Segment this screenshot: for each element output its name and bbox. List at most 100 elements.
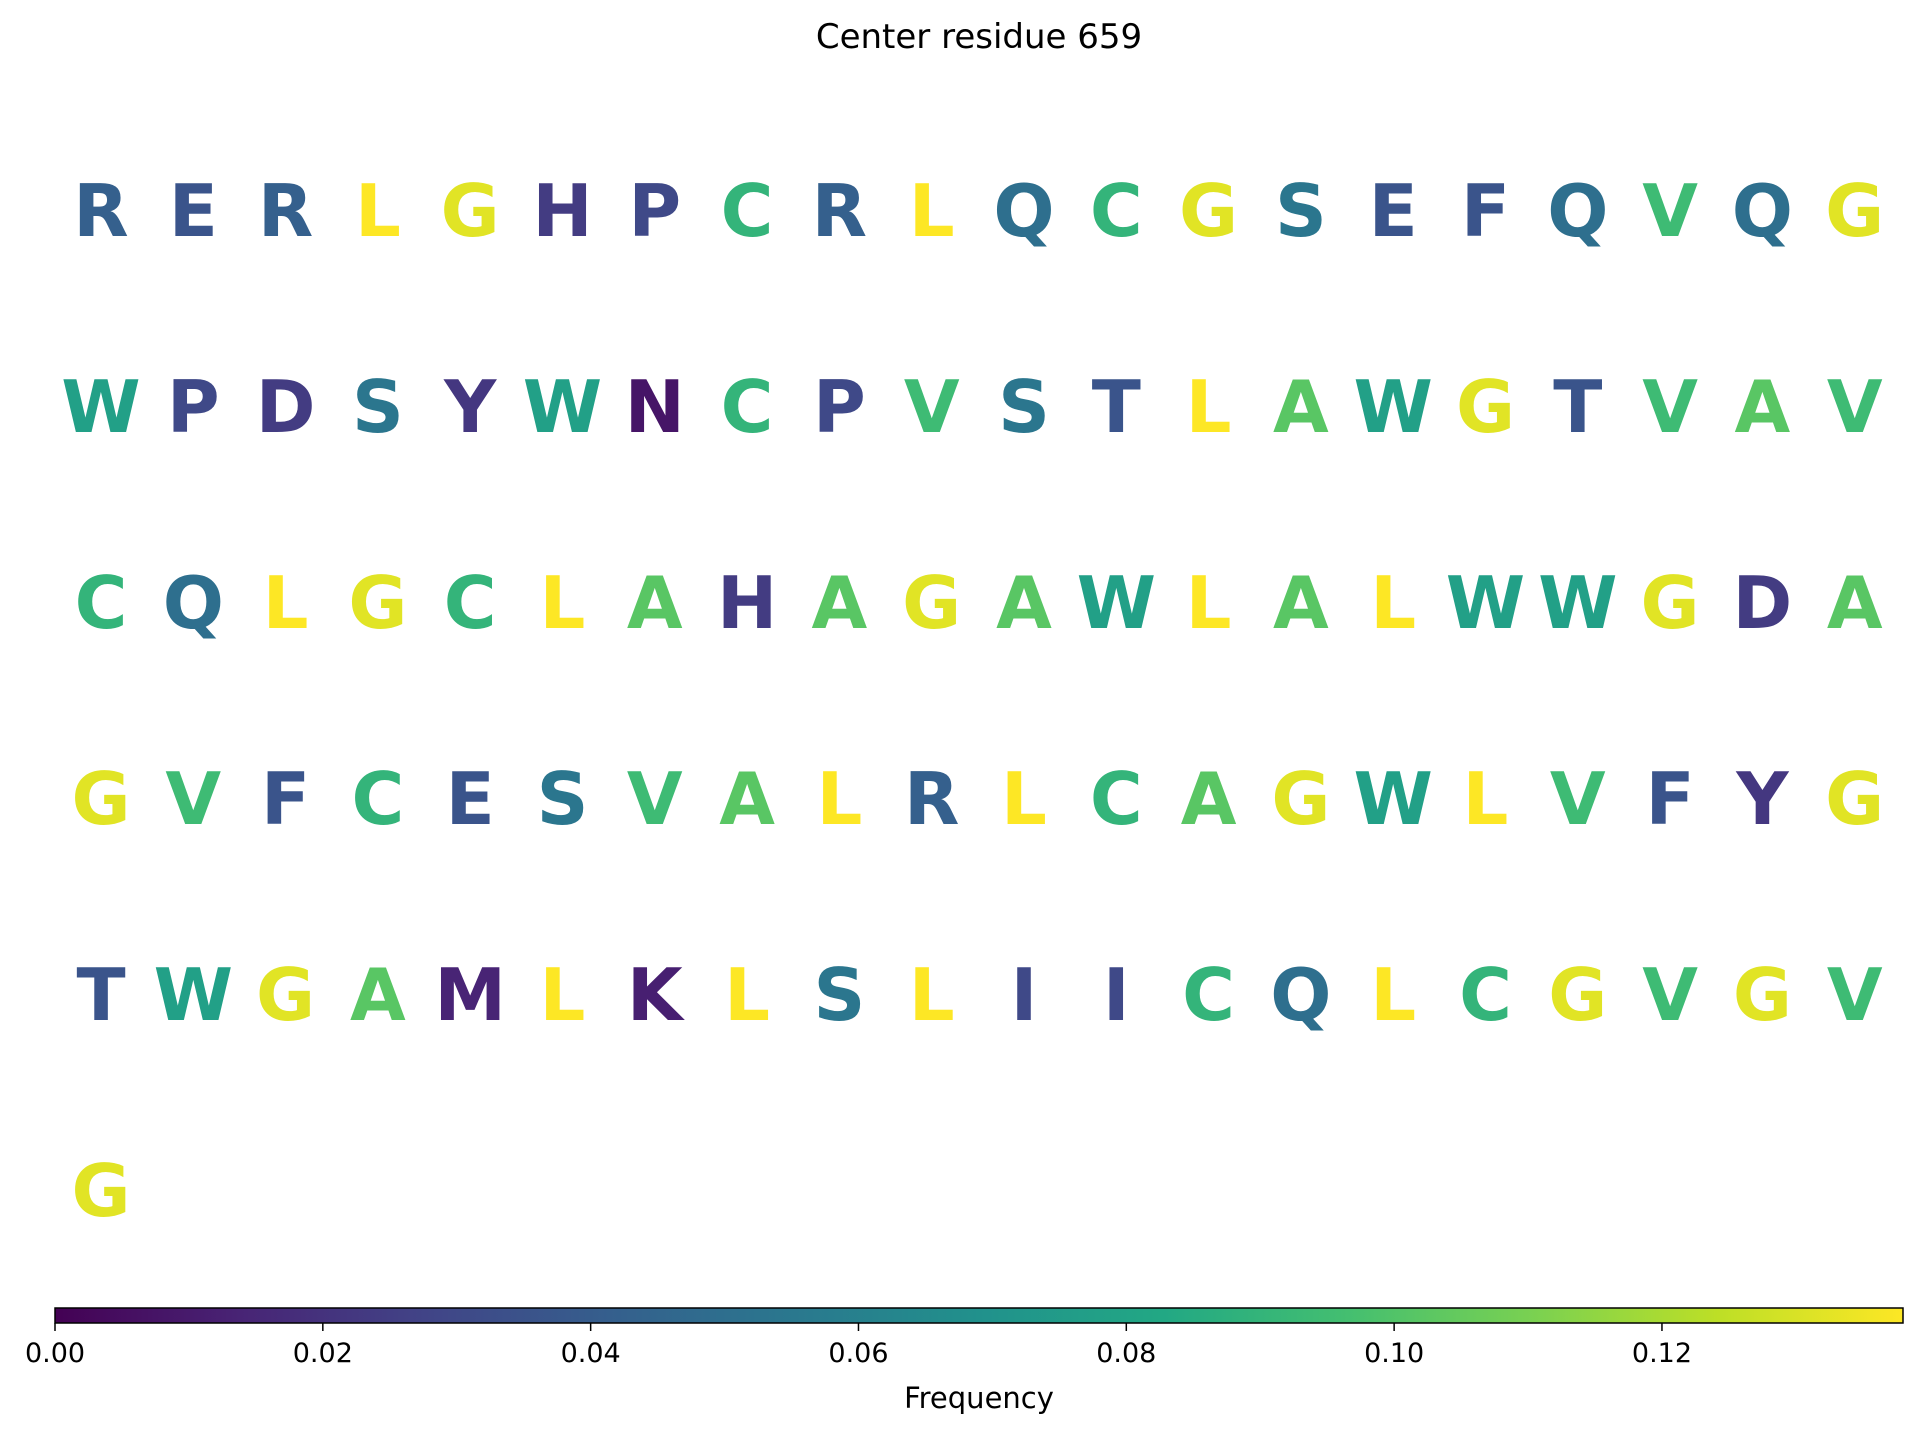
residue-letter: G: [902, 561, 961, 645]
colorbar-tick-label: 0.00: [25, 1338, 85, 1369]
residue-letter: A: [1181, 757, 1237, 841]
residue-letter: H: [717, 561, 777, 645]
residue-letter: P: [628, 169, 681, 253]
residue-letter: H: [532, 169, 592, 253]
residue-letter: G: [1733, 953, 1792, 1037]
residue-letter: C: [1459, 953, 1512, 1037]
residue-letter: G: [71, 757, 130, 841]
residue-letter: Q: [1732, 169, 1793, 253]
residue-letter: V: [1550, 757, 1606, 841]
residue-letter: Q: [163, 561, 224, 645]
residue-letter: S: [537, 757, 589, 841]
residue-letter: K: [627, 953, 685, 1037]
residue-letter: T: [1092, 365, 1141, 449]
residue-letter: R: [812, 169, 867, 253]
colorbar-tick-label: 0.04: [561, 1338, 621, 1369]
residue-letter: V: [904, 365, 960, 449]
residue-letter: L: [909, 169, 955, 253]
residue-letter: Q: [1270, 953, 1331, 1037]
residue-letter: L: [1370, 561, 1416, 645]
residue-letter: A: [719, 757, 775, 841]
residue-letter: P: [167, 365, 220, 449]
residue-letter: S: [352, 365, 404, 449]
residue-letter: V: [1827, 365, 1883, 449]
residue-letter: Q: [993, 169, 1054, 253]
residue-letter: M: [434, 953, 506, 1037]
residue-letter: F: [261, 757, 310, 841]
residue-letter: W: [1353, 757, 1432, 841]
residue-letter: G: [1641, 561, 1700, 645]
residue-letter: L: [816, 757, 862, 841]
residue-letter: G: [1548, 953, 1607, 1037]
colorbar-ticks: 0.00 0.02 0.04 0.06 0.08 0.10 0.12: [25, 1323, 1692, 1369]
residue-letter: W: [1446, 561, 1525, 645]
residue-letter: D: [1733, 561, 1793, 645]
residue-letter: G: [1456, 365, 1515, 449]
residue-letter: L: [1186, 365, 1232, 449]
residue-letter: C: [721, 365, 774, 449]
residue-letter: C: [721, 169, 774, 253]
residue-letter: S: [998, 365, 1050, 449]
colorbar-gradient: [54, 1307, 1904, 1324]
residue-letter: L: [540, 561, 586, 645]
residue-letter: R: [904, 757, 959, 841]
residue-letter: L: [1001, 757, 1047, 841]
residue-letter: W: [61, 365, 140, 449]
residue-letter: R: [258, 169, 313, 253]
residue-letter: A: [1735, 365, 1791, 449]
residue-letter: T: [1553, 365, 1602, 449]
residue-letter: V: [1642, 365, 1698, 449]
colorbar-tick-label: 0.12: [1632, 1338, 1692, 1369]
residue-letter: L: [1186, 561, 1232, 645]
residue-letter: A: [812, 561, 868, 645]
residue-letter: V: [165, 757, 221, 841]
residue-letter: Y: [443, 365, 497, 449]
colorbar-label: Frequency: [904, 1381, 1054, 1415]
residue-letter: W: [1077, 561, 1156, 645]
residue-letter: G: [1825, 757, 1884, 841]
residue-letter: C: [444, 561, 497, 645]
residue-letter: A: [1827, 561, 1883, 645]
chart-title: Center residue 659: [816, 17, 1142, 57]
residue-letter: W: [1353, 365, 1432, 449]
residue-letter: F: [1646, 757, 1695, 841]
residue-letter: W: [154, 953, 233, 1037]
residue-letter: C: [1182, 953, 1235, 1037]
residue-letter: V: [1827, 953, 1883, 1037]
residue-letter: A: [1273, 561, 1329, 645]
residue-letter: A: [996, 561, 1052, 645]
residue-letter: F: [1461, 169, 1510, 253]
residue-letter: I: [1103, 953, 1130, 1037]
residue-letter: E: [446, 757, 495, 841]
colorbar-tick-label: 0.02: [293, 1338, 353, 1369]
residue-letter: C: [1090, 757, 1143, 841]
colorbar-tick-label: 0.06: [828, 1338, 888, 1369]
residue-letter: C: [1090, 169, 1143, 253]
colorbar-tick-label: 0.10: [1364, 1338, 1424, 1369]
residue-letter: R: [73, 169, 128, 253]
residue-letter: A: [627, 561, 683, 645]
residue-letter: T: [76, 953, 125, 1037]
residue-letter: W: [1538, 561, 1617, 645]
residue-letter: N: [625, 365, 685, 449]
residue-letter: S: [1275, 169, 1327, 253]
residue-letter: L: [909, 953, 955, 1037]
residue-letter: V: [1642, 953, 1698, 1037]
residue-letter: G: [256, 953, 315, 1037]
residue-letter: A: [1273, 365, 1329, 449]
residue-letter: L: [724, 953, 770, 1037]
residue-letter: V: [627, 757, 683, 841]
residue-letter: G: [441, 169, 500, 253]
residue-letter: I: [1011, 953, 1038, 1037]
residue-letter: E: [1369, 169, 1418, 253]
residue-letter: G: [1179, 169, 1238, 253]
residue-letter: L: [1370, 953, 1416, 1037]
colorbar: 0.00 0.02 0.04 0.06 0.08 0.10 0.12 Frequency: [25, 1307, 1904, 1415]
residue-letter: D: [256, 365, 316, 449]
residue-letter: S: [813, 953, 865, 1037]
colorbar-tick-label: 0.08: [1096, 1338, 1156, 1369]
residue-letter: G: [1825, 169, 1884, 253]
residue-letter: Y: [1735, 757, 1789, 841]
residue-letter: E: [169, 169, 218, 253]
